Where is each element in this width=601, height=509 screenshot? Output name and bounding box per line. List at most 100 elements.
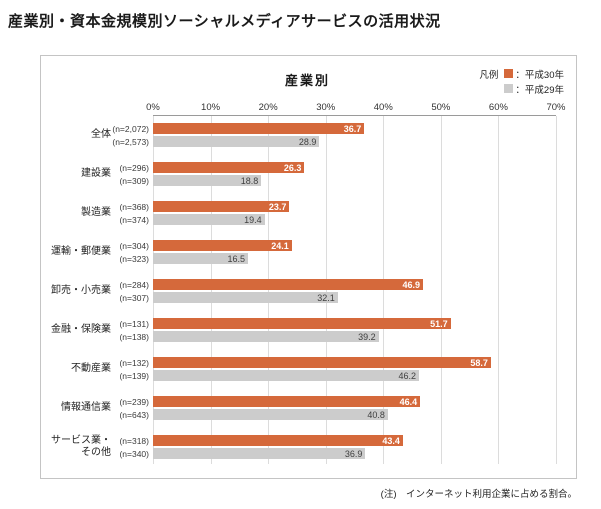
bar-pair: (n=2,072) 36.7 (n=2,573) 28.9 xyxy=(111,122,566,148)
bar-h30: 46.9 xyxy=(153,279,423,290)
bar-row-h29: (n=307) 32.1 xyxy=(111,291,566,304)
legend: 凡例 ：平成30年 ：平成29年 xyxy=(479,66,564,96)
bar-value-label: 19.4 xyxy=(244,214,262,225)
n-label: (n=309) xyxy=(119,175,149,186)
n-label: (n=307) xyxy=(119,292,149,303)
bar-pair: (n=132) 58.7 (n=139) 46.2 xyxy=(111,356,566,382)
bar-row-h29: (n=138) 39.2 xyxy=(111,330,566,343)
legend-item: ：平成30年 xyxy=(504,66,564,81)
bar-row-h29: (n=309) 18.8 xyxy=(111,174,566,187)
n-label: (n=340) xyxy=(119,448,149,459)
bar-pair: (n=239) 46.4 (n=643) 40.8 xyxy=(111,395,566,421)
legend-item: ：平成29年 xyxy=(504,81,564,96)
n-label: (n=139) xyxy=(119,370,149,381)
category-label: サービス業・ その他 xyxy=(51,434,111,459)
n-label: (n=374) xyxy=(119,214,149,225)
bar-h30: 58.7 xyxy=(153,357,491,368)
bar-h30: 24.1 xyxy=(153,240,292,251)
bar-track: 51.7 xyxy=(153,318,556,329)
gridlines xyxy=(153,115,557,464)
bar-track: 16.5 xyxy=(153,253,556,264)
bar-h29: 19.4 xyxy=(153,214,265,225)
legend-swatch-h30 xyxy=(504,69,514,78)
bar-track: 19.4 xyxy=(153,214,556,225)
n-label: (n=643) xyxy=(119,409,149,420)
axis-tick-label: 30% xyxy=(316,102,336,113)
bar-value-label: 23.7 xyxy=(268,201,287,212)
bar-value-label: 36.9 xyxy=(344,448,363,459)
bar-h30: 36.7 xyxy=(153,123,365,134)
chart-panel: 産業別 凡例 ：平成30年 ：平成29年 0% 10% 20% 30% 40% 50% 60%… xyxy=(40,55,577,479)
bar-track: 23.7 xyxy=(153,201,556,212)
bar-value-label: 58.7 xyxy=(470,357,488,368)
bar-h30: 23.7 xyxy=(153,201,290,212)
axis-tick-label: 20% xyxy=(258,102,278,113)
gridline xyxy=(498,116,500,464)
category-row: 製造業 (n=368) 23.7 (n=374) 19.4 xyxy=(49,200,566,226)
n-label: (n=318) xyxy=(119,435,149,446)
bar-h29: 46.2 xyxy=(153,370,419,381)
bar-track: 24.1 xyxy=(153,240,556,251)
bar-value-label: 24.1 xyxy=(271,240,289,251)
legend-items: ：平成30年 ：平成29年 xyxy=(504,66,564,96)
bar-track: 32.1 xyxy=(153,292,556,303)
category-label: 不動産業 xyxy=(71,362,111,374)
n-label: (n=296) xyxy=(119,162,149,173)
bar-h29: 40.8 xyxy=(153,409,388,420)
category-label: 情報通信業 xyxy=(61,401,111,413)
axis-tick-label: 40% xyxy=(373,102,393,113)
category-row: 運輸・郵便業 (n=304) 24.1 (n=323) 16.5 xyxy=(49,239,566,265)
bar-h29: 36.9 xyxy=(153,448,366,459)
n-label: (n=2,072) xyxy=(112,123,149,134)
axis-tick-label: 0% xyxy=(146,102,160,113)
gridline xyxy=(153,116,154,464)
bar-value-label: 46.9 xyxy=(402,279,420,290)
axis-tick-label: 70% xyxy=(546,102,566,113)
gridline xyxy=(556,116,557,464)
gridline xyxy=(268,116,270,464)
bar-h30: 26.3 xyxy=(153,162,305,173)
bar-track: 36.9 xyxy=(153,448,556,459)
bar-row-h30: (n=2,072) 36.7 xyxy=(111,122,566,135)
bar-h29: 28.9 xyxy=(153,136,320,147)
legend-swatch-h29 xyxy=(504,84,514,93)
bar-track: 46.9 xyxy=(153,279,556,290)
bar-row-h30: (n=318) 43.4 xyxy=(111,434,566,447)
gridline xyxy=(440,116,442,464)
axis-tick-label: 10% xyxy=(201,102,221,113)
bar-pair: (n=296) 26.3 (n=309) 18.8 xyxy=(111,161,566,187)
bar-value-label: 51.7 xyxy=(430,318,448,329)
n-label: (n=132) xyxy=(119,357,149,368)
bar-pair: (n=131) 51.7 (n=138) 39.2 xyxy=(111,317,566,343)
bar-value-label: 40.8 xyxy=(367,409,385,420)
axis-tick-label: 60% xyxy=(488,102,508,113)
category-row: 卸売・小売業 (n=284) 46.9 (n=307) 32.1 xyxy=(49,278,566,304)
category-label: 金融・保険業 xyxy=(51,323,111,335)
bar-row-h29: (n=2,573) 28.9 xyxy=(111,135,566,148)
category-row: 金融・保険業 (n=131) 51.7 (n=138) 39.2 xyxy=(49,317,566,343)
n-label: (n=138) xyxy=(119,331,149,342)
bar-track: 36.7 xyxy=(153,123,556,134)
category-row: 全体 (n=2,072) 36.7 (n=2,573) 28.9 xyxy=(49,122,566,148)
bar-h30: 51.7 xyxy=(153,318,451,329)
bar-row-h30: (n=296) 26.3 xyxy=(111,161,566,174)
bar-row-h30: (n=239) 46.4 xyxy=(111,395,566,408)
category-label: 卸売・小売業 xyxy=(51,284,111,296)
bar-track: 39.2 xyxy=(153,331,556,342)
bar-h30: 43.4 xyxy=(153,435,403,446)
bar-track: 28.9 xyxy=(153,136,556,147)
chart-header: 産業別 凡例 ：平成30年 ：平成29年 xyxy=(49,62,566,100)
bar-value-label: 46.2 xyxy=(398,370,416,381)
bar-h29: 32.1 xyxy=(153,292,338,303)
legend-label: ：平成29年 xyxy=(515,84,564,96)
bar-row-h30: (n=304) 24.1 xyxy=(111,239,566,252)
bar-rows: 全体 (n=2,072) 36.7 (n=2,573) 28.9 建設業 (n=296) 26… xyxy=(49,115,566,460)
category-row: 建設業 (n=296) 26.3 (n=309) 18.8 xyxy=(49,161,566,187)
bar-value-label: 43.4 xyxy=(382,435,400,446)
n-label: (n=304) xyxy=(119,240,149,251)
bar-track: 18.8 xyxy=(153,175,556,186)
category-row: サービス業・ その他 (n=318) 43.4 (n=340) 36.9 xyxy=(49,434,566,460)
chart-title: 産業別 xyxy=(284,73,330,88)
category-row: 不動産業 (n=132) 58.7 (n=139) 46.2 xyxy=(49,356,566,382)
bar-row-h30: (n=131) 51.7 xyxy=(111,317,566,330)
